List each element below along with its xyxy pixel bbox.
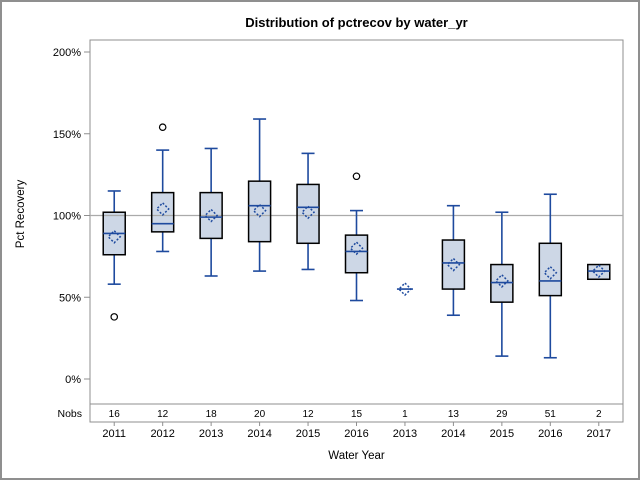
mean-diamond-2014-3 bbox=[252, 203, 267, 218]
box-outline-2015-8 bbox=[490, 263, 514, 303]
box-fill-2017-10 bbox=[587, 264, 610, 280]
mean-diamond-2013-6 bbox=[397, 282, 413, 297]
box-outline-2016-9 bbox=[538, 242, 563, 297]
mean-diamond-2015-8 bbox=[494, 273, 509, 288]
box-outline-2013-2 bbox=[199, 191, 223, 240]
box-fill-2014-3 bbox=[248, 181, 271, 242]
x-tick-label-2015-4: 2015 bbox=[296, 428, 320, 440]
box-fill-2012-1 bbox=[151, 192, 174, 232]
x-tick-label-2016-9: 2016 bbox=[538, 428, 562, 440]
mean-diamond-2014-7 bbox=[446, 257, 461, 272]
nobs-value-2014-3: 20 bbox=[254, 409, 266, 420]
nobs-value-2014-7: 13 bbox=[448, 409, 460, 420]
mean-diamond-2015-4 bbox=[300, 205, 316, 220]
mean-diamond-2011-0 bbox=[107, 229, 122, 244]
box-outline-2014-3 bbox=[247, 180, 272, 243]
outlier-point-2011-0 bbox=[110, 313, 119, 321]
chart-title: Distribution of pctrecov by water_yr bbox=[245, 15, 468, 30]
nobs-value-2013-2: 18 bbox=[206, 409, 218, 420]
x-tick-label-2014-3: 2014 bbox=[247, 428, 271, 440]
x-tick-label-2013-6: 2013 bbox=[393, 428, 417, 440]
mean-diamond-2012-1 bbox=[155, 201, 170, 217]
mean-diamond-2016-9 bbox=[543, 265, 558, 280]
box-fill-2014-7 bbox=[442, 240, 465, 290]
box-fill-2016-9 bbox=[539, 243, 562, 296]
nobs-value-2016-9: 51 bbox=[545, 409, 557, 420]
y-tick-label-100: 100% bbox=[53, 211, 81, 223]
mean-diamond-2013-2 bbox=[204, 208, 219, 223]
nobs-row-label: Nobs bbox=[57, 408, 82, 420]
box-outline-2015-4 bbox=[296, 183, 320, 245]
x-tick-label-2012-1: 2012 bbox=[150, 428, 174, 440]
mean-diamond-2016-5 bbox=[349, 241, 364, 256]
mean-diamond-2017-10 bbox=[591, 264, 606, 279]
x-tick-label-2015-8: 2015 bbox=[490, 428, 514, 440]
nobs-value-2013-6: 1 bbox=[402, 409, 408, 420]
box-outline-2014-7 bbox=[441, 239, 466, 290]
y-tick-label-150: 150% bbox=[53, 129, 81, 141]
box-outline-2017-10 bbox=[587, 263, 611, 281]
nobs-value-2015-4: 12 bbox=[302, 409, 314, 420]
nobs-value-2012-1: 12 bbox=[157, 409, 169, 420]
y-tick-label-0: 0% bbox=[65, 374, 81, 386]
x-axis-title: Water Year bbox=[328, 450, 385, 462]
box-fill-2015-8 bbox=[490, 264, 513, 303]
x-tick-label-2017-10: 2017 bbox=[587, 428, 611, 440]
y-tick-label-50: 50% bbox=[59, 292, 81, 304]
nobs-value-2011-0: 16 bbox=[109, 409, 121, 420]
box-outline-2012-1 bbox=[150, 191, 175, 233]
box-fill-2015-4 bbox=[297, 184, 320, 244]
x-tick-label-2011-0: 2011 bbox=[102, 428, 126, 440]
outlier-point-2012-1 bbox=[158, 123, 167, 132]
x-tick-label-2016-5: 2016 bbox=[344, 428, 368, 440]
y-axis-title: Pct Recovery bbox=[15, 180, 27, 249]
nobs-value-2017-10: 2 bbox=[596, 409, 602, 420]
box-outline-2016-5 bbox=[344, 234, 369, 274]
nobs-value-2015-8: 29 bbox=[496, 409, 508, 420]
x-tick-label-2014-7: 2014 bbox=[441, 428, 465, 440]
outlier-point-2016-5 bbox=[352, 172, 361, 181]
x-tick-label-2013-2: 2013 bbox=[199, 428, 223, 440]
y-tick-label-200: 200% bbox=[53, 47, 81, 59]
nobs-value-2016-5: 15 bbox=[351, 409, 363, 420]
